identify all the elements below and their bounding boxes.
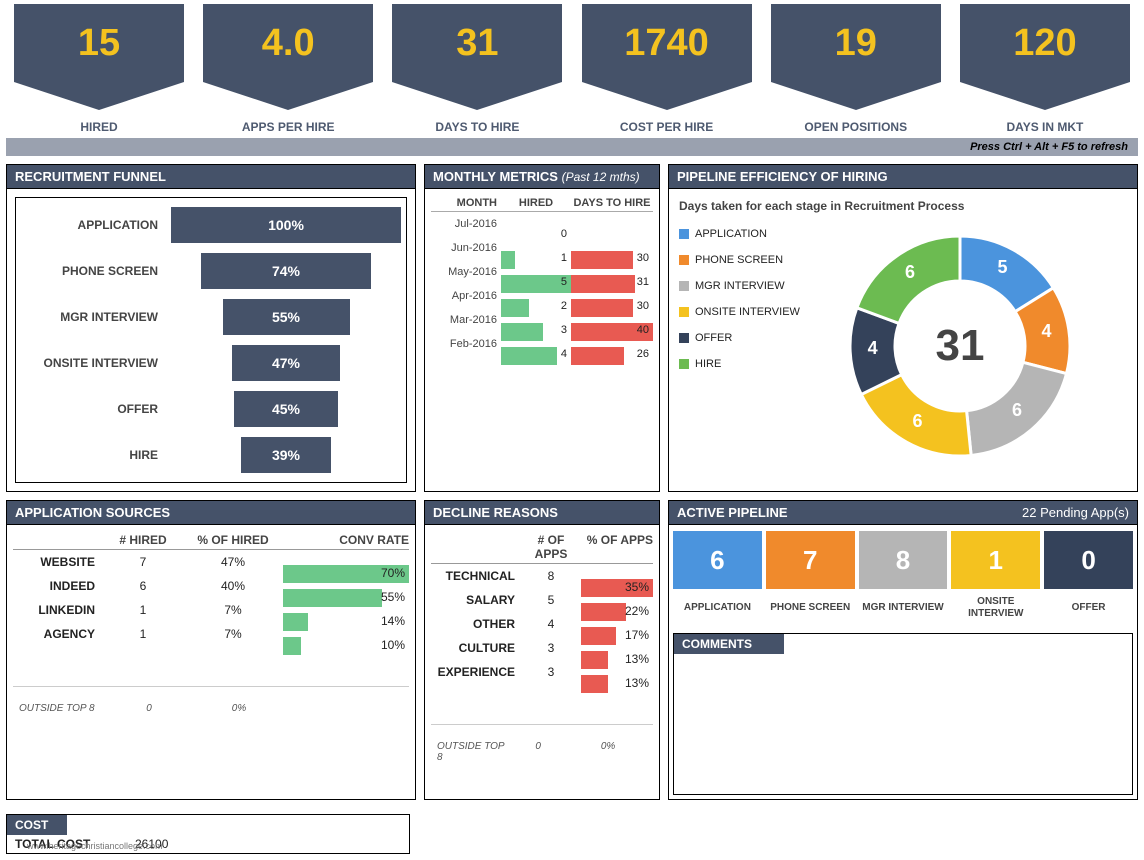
funnel-label: MGR INTERVIEW — [18, 310, 168, 324]
pipeline-box[interactable]: 8 — [859, 531, 948, 589]
legend-item: OFFER — [679, 325, 835, 351]
monthly-title: MONTHLY METRICS (Past 12 mths) — [425, 165, 659, 189]
pipeline-box[interactable]: 0 — [1044, 531, 1133, 589]
funnel-row: PHONE SCREEN 74% — [18, 248, 404, 294]
kpi-1: 4.0 APPS PER HIRE — [203, 4, 373, 134]
kpi-value: 19 — [835, 22, 877, 65]
funnel-row: HIRE 39% — [18, 432, 404, 478]
pipe-eff-title: PIPELINE EFFICIENCY OF HIRING — [669, 165, 1137, 189]
kpi-value: 120 — [1013, 22, 1076, 65]
kpi-5: 120 DAYS IN MKT — [960, 4, 1130, 134]
comments-title: COMMENTS — [674, 634, 784, 654]
pipeline-box-label: APPLICATION — [673, 595, 762, 621]
funnel-title: RECRUITMENT FUNNEL — [7, 165, 415, 189]
pipeline-box-label: ONSITE INTERVIEW — [951, 595, 1040, 621]
kpi-value: 4.0 — [262, 22, 315, 65]
panel-pipe-eff: PIPELINE EFFICIENCY OF HIRING Days taken… — [668, 164, 1138, 492]
legend-item: APPLICATION — [679, 221, 835, 247]
kpi-row: 15 HIRED 4.0 APPS PER HIRE 31 DAYS TO HI… — [0, 0, 1144, 134]
pipe-eff-subtitle: Days taken for each stage in Recruitment… — [675, 195, 1131, 221]
funnel-label: APPLICATION — [18, 218, 168, 232]
kpi-label: DAYS IN MKT — [960, 120, 1130, 134]
refresh-hint: Press Ctrl + Alt + F5 to refresh — [6, 138, 1138, 156]
funnel-row: OFFER 45% — [18, 386, 404, 432]
funnel-bar: 47% — [232, 345, 340, 381]
panel-sources: APPLICATION SOURCES # HIRED% OF HIREDCON… — [6, 500, 416, 800]
funnel-row: ONSITE INTERVIEW 47% — [18, 340, 404, 386]
funnel-row: MGR INTERVIEW 55% — [18, 294, 404, 340]
comments-box: COMMENTS — [673, 633, 1133, 795]
kpi-value: 15 — [78, 22, 120, 65]
cost-title: COST — [7, 815, 67, 835]
kpi-label: COST PER HIRE — [582, 120, 752, 134]
kpi-value: 1740 — [624, 22, 709, 65]
funnel-bar: 55% — [223, 299, 350, 335]
panel-declines: DECLINE REASONS # OF APPS% OF APPS TECHN… — [424, 500, 660, 800]
kpi-value: 31 — [456, 22, 498, 65]
legend-item: PHONE SCREEN — [679, 247, 835, 273]
kpi-2: 31 DAYS TO HIRE — [392, 4, 562, 134]
decline-row: EXPERIENCE3 13% — [431, 660, 653, 684]
funnel-bar: 45% — [234, 391, 338, 427]
funnel-label: PHONE SCREEN — [18, 264, 168, 278]
kpi-label: DAYS TO HIRE — [392, 120, 562, 134]
pipeline-box[interactable]: 7 — [766, 531, 855, 589]
kpi-4: 19 OPEN POSITIONS — [771, 4, 941, 134]
funnel-row: APPLICATION 100% — [18, 202, 404, 248]
kpi-label: OPEN POSITIONS — [771, 120, 941, 134]
monthly-row: Jun-2016 1 30 — [431, 236, 653, 260]
pipeline-box[interactable]: 1 — [951, 531, 1040, 589]
declines-title: DECLINE REASONS — [425, 501, 659, 525]
monthly-row: Jul-2016 0 — [431, 212, 653, 236]
donut-center-value: 31 — [936, 321, 985, 371]
funnel-bar: 74% — [201, 253, 371, 289]
comments-body[interactable] — [674, 654, 1132, 794]
panel-monthly: MONTHLY METRICS (Past 12 mths) MONTHHIRE… — [424, 164, 660, 492]
pipeline-box-label: PHONE SCREEN — [766, 595, 855, 621]
watermark: www.heritagechristiancollege.com — [27, 841, 163, 851]
legend-item: ONSITE INTERVIEW — [679, 299, 835, 325]
kpi-label: HIRED — [14, 120, 184, 134]
funnel-bar: 100% — [171, 207, 401, 243]
funnel-label: HIRE — [18, 448, 168, 462]
pipeline-box-label: OFFER — [1044, 595, 1133, 621]
sources-title: APPLICATION SOURCES — [7, 501, 415, 525]
panel-cost: COST TOTAL COST 26100 www.heritagechrist… — [6, 814, 410, 854]
funnel-bar: 39% — [241, 437, 331, 473]
pipeline-box[interactable]: 6 — [673, 531, 762, 589]
pipeline-box-label: MGR INTERVIEW — [859, 595, 948, 621]
active-pipeline-title: ACTIVE PIPELINE 22 Pending App(s) — [669, 501, 1137, 525]
kpi-label: APPS PER HIRE — [203, 120, 373, 134]
funnel-label: ONSITE INTERVIEW — [18, 356, 168, 370]
decline-row: CULTURE3 13% — [431, 636, 653, 660]
kpi-0: 15 HIRED — [14, 4, 184, 134]
source-row: AGENCY17% 10% — [13, 622, 409, 646]
donut-chart: 31 546646 — [835, 221, 1085, 471]
kpi-3: 1740 COST PER HIRE — [582, 4, 752, 134]
source-row: WEBSITE747% 70% — [13, 550, 409, 574]
panel-funnel: RECRUITMENT FUNNEL APPLICATION 100% PHON… — [6, 164, 416, 492]
pipe-legend: APPLICATIONPHONE SCREENMGR INTERVIEWONSI… — [675, 221, 835, 471]
legend-item: HIRE — [679, 351, 835, 377]
funnel-label: OFFER — [18, 402, 168, 416]
decline-row: TECHNICAL8 35% — [431, 564, 653, 588]
legend-item: MGR INTERVIEW — [679, 273, 835, 299]
panel-active-pipeline: ACTIVE PIPELINE 22 Pending App(s) 67810 … — [668, 500, 1138, 800]
